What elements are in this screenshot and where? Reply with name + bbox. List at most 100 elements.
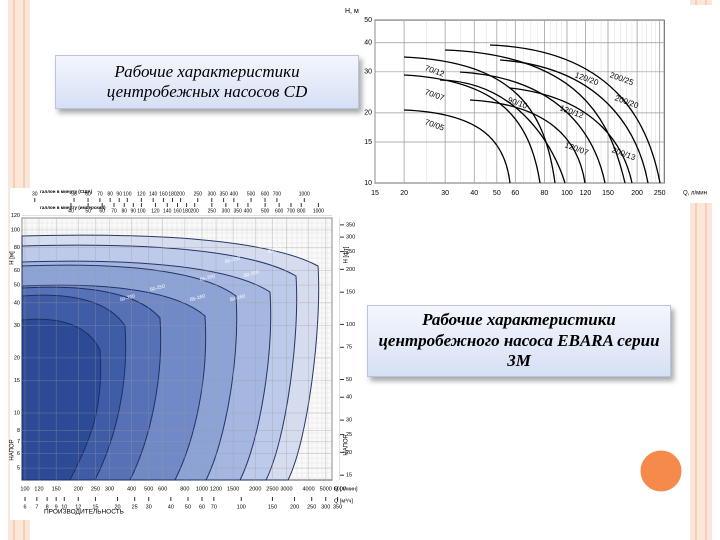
y-tick-label: 50 — [14, 283, 20, 289]
text-box: Рабочие характеристики центробежных насо… — [55, 55, 359, 109]
x-tick-label: 200 — [74, 486, 83, 492]
x-tick-label: 120 — [151, 208, 160, 214]
x-tick-label: 6000 — [334, 486, 346, 492]
curve-label: 80-250 — [267, 245, 284, 255]
y-tick-label: 50 — [364, 17, 372, 24]
x-tick-label: 700 — [273, 191, 282, 197]
pump-curve — [439, 79, 566, 184]
x-tick-label: 50 — [493, 190, 501, 197]
x-tick-label: 1500 — [227, 486, 239, 492]
x-tick-label: 400 — [230, 191, 239, 197]
y-tick-label: 150 — [346, 290, 355, 296]
x-tick-label: 160 — [173, 208, 182, 214]
curve-label: 65-250 — [224, 255, 241, 265]
x-tick-label: 150 — [268, 504, 277, 510]
x-axis-label: Q, л/мин — [683, 191, 707, 197]
x-tick-label: 15 — [92, 504, 98, 510]
x-tick-label: 100 — [237, 504, 246, 510]
x-tick-label: 600 — [158, 486, 167, 492]
x-tick-label: 60 — [199, 504, 205, 510]
x-tick-label: 90 — [116, 191, 122, 197]
y-tick-label: 8 — [17, 428, 20, 434]
performance-region — [21, 318, 102, 481]
curve-label: 65-160 — [189, 293, 206, 303]
x-tick-label: 400 — [244, 208, 253, 214]
x-tick-label: 1000 — [196, 486, 208, 492]
y-tick-label: 20 — [364, 110, 372, 117]
y-tick-label: 20 — [14, 355, 20, 361]
x-tick-label: 30 — [146, 504, 152, 510]
pump-curve — [509, 87, 633, 184]
x-tick-label: 20 — [400, 190, 408, 197]
x-tick-label: 30 — [32, 191, 38, 197]
y-tick-label: 50 — [346, 377, 352, 383]
x-tick-label: 100 — [137, 208, 146, 214]
x-tick-label: 120 — [137, 191, 146, 197]
y-tick-label: 5 — [17, 466, 20, 472]
x-tick-label: 6 — [23, 504, 26, 510]
x-tick-label: 1000 — [299, 191, 310, 197]
y-tick-label: 40 — [346, 395, 352, 401]
y-tick-label: 100 — [346, 322, 355, 328]
x-tick-label: 100 — [561, 190, 573, 197]
x-tick-label: 250 — [208, 208, 217, 214]
x-tick-label: 200 — [176, 191, 185, 197]
axis-label: H [м] — [10, 251, 16, 265]
pump-curve — [403, 109, 511, 184]
x-tick-label: 600 — [275, 208, 284, 214]
x-tick-label: 50 — [71, 191, 77, 197]
pump-curve — [469, 99, 586, 184]
x-tick-label: 10 — [61, 504, 67, 510]
x-tick-label: 100 — [20, 486, 29, 492]
y-axis-label: H, м — [345, 8, 359, 15]
x-tick-label: 60 — [511, 190, 519, 197]
x-tick-label: 120 — [34, 486, 43, 492]
x-tick-label: 250 — [307, 504, 316, 510]
pump-curve — [459, 71, 606, 184]
x-tick-label: 25 — [132, 504, 138, 510]
x-tick-label: 100 — [123, 191, 132, 197]
x-tick-label: 500 — [144, 486, 153, 492]
y-tick-label: 200 — [346, 267, 355, 273]
x-tick-label: 140 — [163, 208, 172, 214]
x-tick-label: 150 — [602, 190, 614, 197]
y-tick-label: 20 — [346, 450, 352, 456]
x-tick-label: 40 — [470, 190, 478, 197]
x-tick-label: 12 — [75, 504, 81, 510]
x-tick-label: 800 — [297, 208, 306, 214]
y-tick-label: 15 — [14, 378, 20, 384]
y-tick-label: 40 — [364, 40, 372, 47]
x-tick-label: 80 — [121, 208, 127, 214]
x-tick-label: 80 — [540, 190, 548, 197]
text-box: Рабочие характеристики центробежного нас… — [367, 305, 671, 377]
x-tick-label: 350 — [234, 208, 243, 214]
x-tick-label: 160 — [159, 191, 168, 197]
x-tick-label: 7 — [35, 504, 38, 510]
y-tick-label: 120 — [11, 213, 20, 219]
x-tick-label: 50 — [85, 208, 91, 214]
axis-label: Q [м³/ч] — [334, 498, 353, 504]
x-tick-label: 600 — [261, 191, 270, 197]
y-tick-label: 6 — [17, 451, 20, 457]
pump-curve — [444, 49, 626, 184]
curve-label: 80-160 — [229, 293, 246, 303]
curve-label: 50-200 — [119, 293, 136, 303]
x-tick-label: 300 — [208, 191, 217, 197]
x-tick-label: 300 — [105, 486, 114, 492]
y-tick-label: 10 — [14, 410, 20, 416]
axis-label: галлон в минуту (США) — [40, 189, 93, 194]
pump-curve — [403, 74, 541, 184]
y-tick-label: 30 — [14, 323, 20, 329]
x-tick-label: 5000 — [320, 486, 332, 492]
x-tick-label: 140 — [149, 191, 158, 197]
x-tick-label: 500 — [247, 191, 256, 197]
curve-label: 80-200 — [243, 269, 260, 279]
x-tick-label: 1200 — [210, 486, 222, 492]
x-tick-label: 300 — [222, 208, 231, 214]
x-tick-label: 8 — [46, 504, 49, 510]
axis-caption: ПРОИЗВОДИТЕЛЬНОСТЬ — [44, 509, 124, 516]
pump-curve — [403, 56, 556, 184]
x-tick-label: 1000 — [313, 208, 324, 214]
x-tick-label: 2500 — [266, 486, 278, 492]
